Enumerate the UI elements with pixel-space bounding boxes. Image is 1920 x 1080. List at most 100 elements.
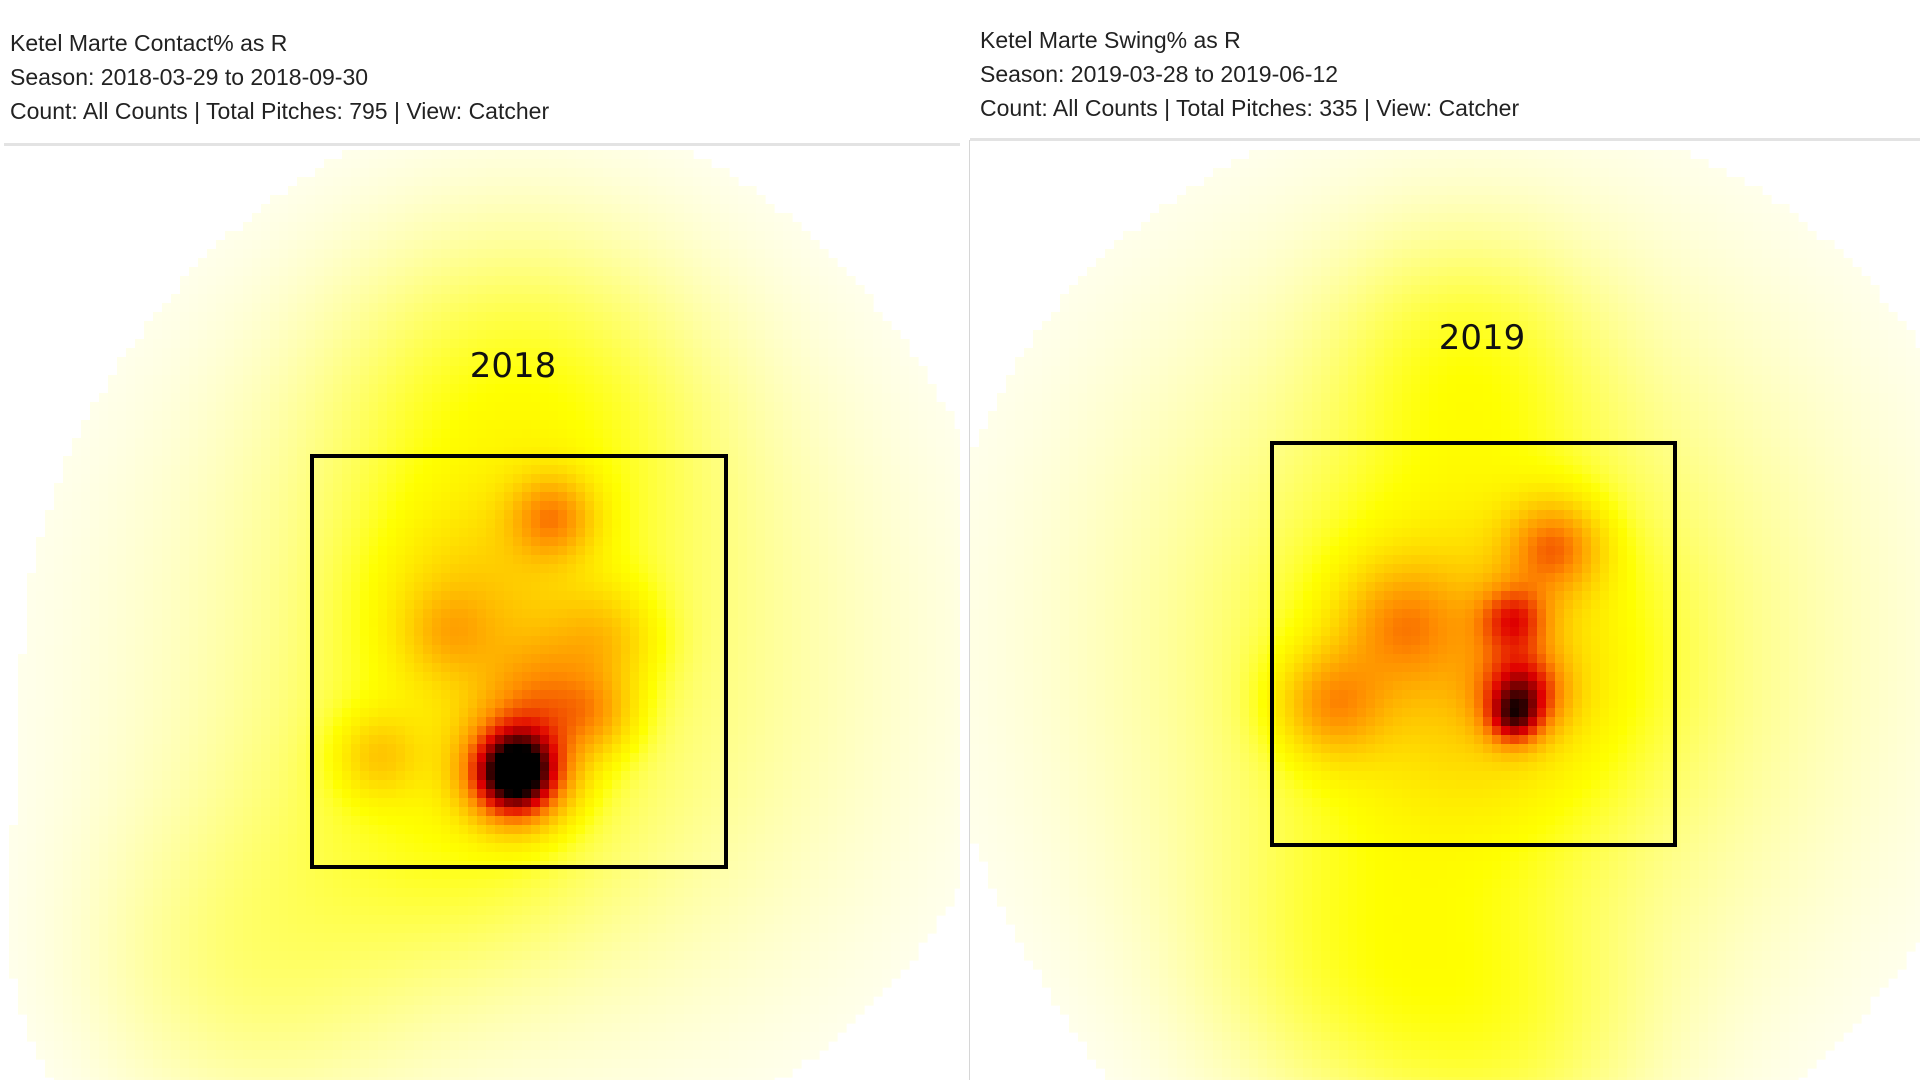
heatmap-cell xyxy=(720,258,730,268)
heatmap-cell xyxy=(99,429,109,439)
heatmap-cell xyxy=(504,231,514,241)
heatmap-cell xyxy=(522,186,532,196)
heatmap-cell xyxy=(423,492,433,502)
heatmap-cell xyxy=(657,339,667,349)
heatmap-cell xyxy=(765,510,775,520)
heatmap-cell xyxy=(342,267,352,277)
heatmap-cell xyxy=(81,510,91,520)
heatmap-cell xyxy=(387,168,397,178)
heatmap-cell xyxy=(504,150,514,160)
heatmap-cell xyxy=(585,177,595,187)
heatmap-cell xyxy=(702,582,712,592)
heatmap-cell xyxy=(756,654,766,664)
heatmap-cell xyxy=(432,294,442,304)
heatmap-cell xyxy=(522,429,532,439)
heatmap-cell xyxy=(684,645,694,655)
heatmap-cell xyxy=(486,177,496,187)
heatmap-cell xyxy=(603,564,613,574)
heatmap-cell xyxy=(828,465,838,475)
heatmap-cell xyxy=(648,573,658,583)
heatmap-cell xyxy=(513,384,523,394)
heatmap-cell xyxy=(891,600,901,610)
heatmap-cell xyxy=(675,231,685,241)
heatmap-cell xyxy=(405,348,415,358)
heatmap-cell xyxy=(495,465,505,475)
heatmap-cell xyxy=(450,339,460,349)
heatmap-cell xyxy=(351,177,361,187)
heatmap-cell xyxy=(648,546,658,556)
heatmap-cell xyxy=(531,312,541,322)
heatmap-cell xyxy=(333,492,343,502)
heatmap-cell xyxy=(936,402,946,412)
heatmap-cell xyxy=(711,447,721,457)
heatmap-cell xyxy=(198,339,208,349)
heatmap-cell xyxy=(306,357,316,367)
heatmap-cell xyxy=(306,348,316,358)
heatmap-cell xyxy=(549,303,559,313)
heatmap-cell xyxy=(387,186,397,196)
heatmap-cell xyxy=(558,357,568,367)
heatmap-cell xyxy=(909,474,919,484)
heatmap-cell xyxy=(945,654,955,664)
heatmap-cell xyxy=(27,600,37,610)
heatmap-cell xyxy=(693,510,703,520)
heatmap-cell xyxy=(468,537,478,547)
heatmap-cell xyxy=(414,654,424,664)
heatmap-cell xyxy=(873,447,883,457)
heatmap-cell xyxy=(630,447,640,457)
heatmap-cell xyxy=(684,312,694,322)
heatmap-cell xyxy=(594,150,604,160)
heatmap-cell xyxy=(297,177,307,187)
heatmap-cell xyxy=(594,555,604,565)
heatmap-cell xyxy=(288,321,298,331)
heatmap-cell xyxy=(675,366,685,376)
heatmap-cell xyxy=(189,510,199,520)
heatmap-cell xyxy=(333,645,343,655)
heatmap-cell xyxy=(324,411,334,421)
heatmap-cell xyxy=(738,609,748,619)
heatmap-cell xyxy=(900,339,910,349)
heatmap-cell xyxy=(522,510,532,520)
heatmap-cell xyxy=(441,627,451,637)
heatmap-cell xyxy=(396,645,406,655)
heatmap-cell xyxy=(594,249,604,259)
heatmap-cell xyxy=(810,492,820,502)
heatmap-cell xyxy=(531,456,541,466)
heatmap-cell xyxy=(612,402,622,412)
heatmap-cell xyxy=(729,645,739,655)
heatmap-cell xyxy=(549,195,559,205)
heatmap-cell xyxy=(189,609,199,619)
heatmap-cell xyxy=(936,528,946,538)
heatmap-cell xyxy=(432,366,442,376)
heatmap-cell xyxy=(324,231,334,241)
heatmap-cell xyxy=(927,555,937,565)
heatmap-cell xyxy=(279,402,289,412)
heatmap-cell xyxy=(45,645,55,655)
heatmap-cell xyxy=(819,285,829,295)
heatmap-cell xyxy=(765,564,775,574)
heatmap-cell xyxy=(531,348,541,358)
heatmap-cell xyxy=(378,150,388,160)
heatmap-cell xyxy=(531,510,541,520)
heatmap-cell xyxy=(405,528,415,538)
heatmap-cell xyxy=(369,645,379,655)
heatmap-cell xyxy=(171,564,181,574)
heatmap-cell xyxy=(378,627,388,637)
heatmap-cell xyxy=(450,276,460,286)
heatmap-cell xyxy=(675,303,685,313)
heatmap-cell xyxy=(270,267,280,277)
heatmap-cell xyxy=(738,357,748,367)
heatmap-cell xyxy=(378,492,388,502)
heatmap-cell xyxy=(720,222,730,232)
heatmap-cell xyxy=(405,411,415,421)
heatmap-cell xyxy=(684,537,694,547)
heatmap-cell xyxy=(324,663,334,673)
heatmap-cell xyxy=(711,276,721,286)
heatmap-cell xyxy=(351,150,361,160)
heatmap-cell xyxy=(504,555,514,565)
heatmap-cell xyxy=(90,438,100,448)
heatmap-cell xyxy=(531,636,541,646)
heatmap-cell xyxy=(360,501,370,511)
heatmap-cell xyxy=(765,321,775,331)
heatmap-cell xyxy=(63,663,73,673)
